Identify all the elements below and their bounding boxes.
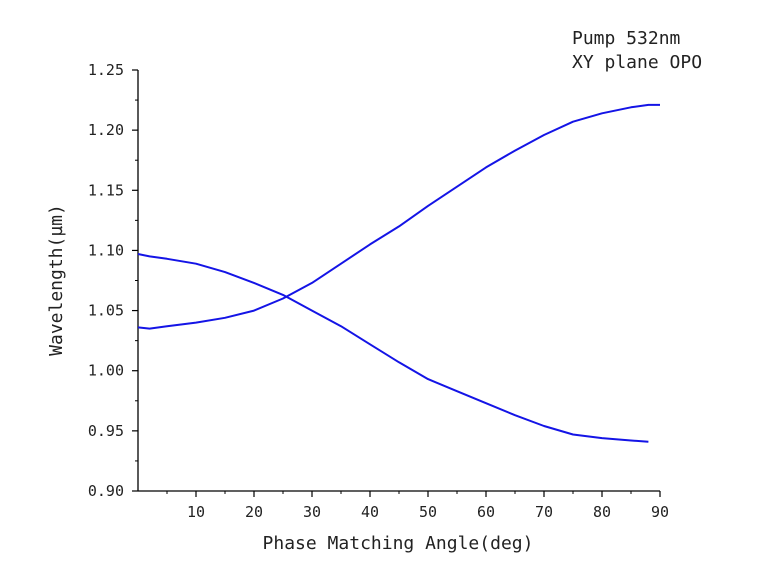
x-tick-label: 50 — [419, 503, 437, 521]
x-tick-label: 20 — [245, 503, 263, 521]
annotation-pump: Pump 532nm — [572, 28, 680, 49]
y-tick-label: 1.05 — [88, 302, 124, 320]
y-axis-ticks: 0.90 0.95 1.00 1.05 1.10 1.15 1.20 1.25 — [88, 61, 138, 500]
x-tick-label: 10 — [187, 503, 205, 521]
annotation-plane: XY plane OPO — [572, 52, 702, 73]
x-tick-label: 40 — [361, 503, 379, 521]
y-axis-title: Wavelength(µm) — [46, 204, 67, 356]
x-tick-label: 30 — [303, 503, 321, 521]
y-tick-label: 1.20 — [88, 121, 124, 139]
series-line-idler — [137, 103, 660, 330]
x-tick-label: 80 — [593, 503, 611, 521]
series-lines — [137, 103, 660, 443]
series-line-signal — [137, 253, 649, 443]
y-tick-label: 1.00 — [88, 362, 124, 380]
y-tick-label: 1.10 — [88, 241, 124, 259]
x-tick-label: 60 — [477, 503, 495, 521]
x-axis-title: Phase Matching Angle(deg) — [263, 533, 534, 554]
x-axis-ticks: 10 20 30 40 50 60 70 80 90 — [166, 491, 669, 521]
x-tick-label: 90 — [651, 503, 669, 521]
y-tick-label: 1.25 — [88, 61, 124, 79]
y-tick-label: 1.15 — [88, 181, 124, 199]
plot-area: 10 20 30 40 50 60 70 80 90 0.90 0.95 1.00 1.05 1.10 1… — [88, 61, 669, 521]
x-tick-label: 70 — [535, 503, 553, 521]
y-tick-label: 0.90 — [88, 482, 124, 500]
y-tick-label: 0.95 — [88, 422, 124, 440]
